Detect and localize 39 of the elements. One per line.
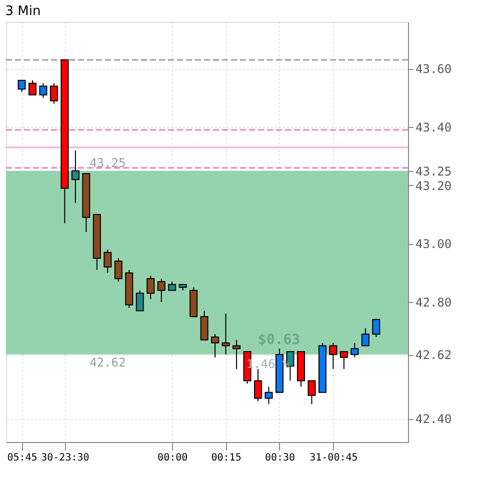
candlestick [264,386,273,405]
candlestick [211,334,220,358]
candlestick [350,342,359,358]
y-tick-label: 42.62 [416,348,452,362]
candlestick [361,328,370,346]
candlestick [232,339,241,370]
x-tick-label: 30-23:30 [41,452,90,464]
candlestick [71,150,80,204]
candlestick [50,82,58,104]
x-tick-label: 00:00 [158,452,188,464]
y-tick-label: 43.00 [416,237,452,252]
y-tick-label: 43.40 [416,120,452,134]
x-tick-label: 00:30 [264,452,296,464]
candlestick [146,275,155,300]
candlestick [136,290,144,312]
candlestick [157,278,166,302]
y-tick-label: 43.60 [416,62,452,76]
candlestick [308,380,316,405]
x-tick-label: 31-00:45 [310,452,358,464]
candlestick [200,310,208,340]
candlestick [104,249,112,274]
y-tick-label: 43.25 [416,164,452,178]
y-tick-label: 42.80 [416,296,452,310]
candlestick [222,313,230,355]
candlestick [39,82,48,98]
candlestick [372,319,380,338]
x-tick-label: 00:15 [211,452,242,464]
candlestick [340,351,348,370]
candlestick [18,80,26,92]
chart-title: 3 Min [5,4,41,19]
annotation: 42.62 [90,356,126,370]
annotation: 43.25 [90,156,126,170]
y-tick-label: 43.20 [416,178,452,193]
candlestick [254,368,262,402]
candlestick [28,80,36,96]
candlestick [329,342,338,370]
y-tick-label: 42.40 [416,412,452,426]
candlestick [114,258,122,282]
x-tick-label: 05:45 [7,452,38,464]
